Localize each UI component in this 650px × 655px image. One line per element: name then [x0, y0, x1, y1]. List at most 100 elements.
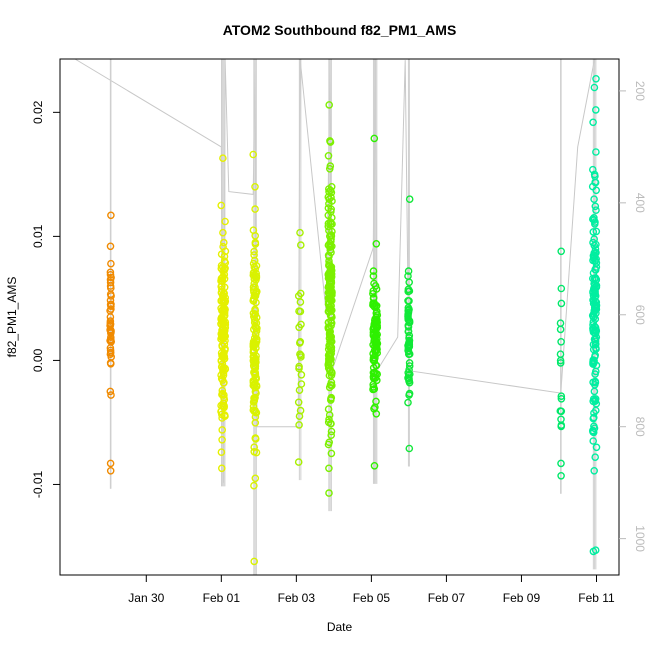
data-point: [250, 557, 258, 566]
data-point: [251, 370, 259, 378]
data-point: [324, 294, 333, 302]
data-point: [106, 326, 114, 334]
data-point: [107, 391, 115, 399]
data-point: [250, 311, 259, 319]
data-point: [251, 418, 260, 427]
data-point: [589, 437, 598, 445]
data-point: [557, 421, 566, 430]
data-point: [325, 101, 334, 109]
data-point: [106, 459, 115, 468]
data-point: [326, 242, 335, 251]
x-tick-label: Feb 09: [503, 591, 541, 605]
data-point: [250, 295, 258, 303]
data-point: [252, 335, 261, 344]
secondary-tick-label: 400: [633, 193, 647, 213]
data-point: [251, 358, 259, 366]
data-point: [296, 406, 305, 415]
data-point: [327, 449, 336, 458]
data-point: [295, 362, 303, 371]
data-point: [327, 302, 335, 310]
data-point: [251, 231, 259, 240]
data-point: [295, 307, 303, 316]
data-point: [324, 440, 333, 449]
data-point: [251, 265, 260, 273]
data-point: [404, 398, 412, 407]
data-point: [372, 361, 381, 370]
data-point: [372, 397, 380, 406]
secondary-tick-label: 600: [633, 305, 647, 325]
data-point: [592, 406, 600, 415]
data-point: [556, 356, 565, 365]
data-point: [557, 394, 566, 403]
data-point: [589, 228, 598, 236]
data-point: [369, 289, 377, 298]
data-point: [250, 443, 258, 452]
x-axis-label: Date: [327, 620, 353, 634]
data-point: [325, 232, 334, 241]
data-point: [370, 134, 379, 143]
data-point: [219, 228, 227, 237]
data-point: [217, 464, 226, 473]
data-point: [369, 267, 378, 275]
data-point: [369, 323, 378, 332]
data-point: [405, 365, 413, 374]
data-point: [217, 448, 226, 457]
data-point: [219, 267, 227, 275]
data-point: [106, 296, 115, 305]
data-point: [250, 247, 258, 256]
x-axis: Jan 30 Feb 01 Feb 03 Feb 05 Feb 07 Feb 09 Feb …: [128, 575, 615, 605]
data-point: [221, 217, 229, 226]
data-point: [326, 305, 334, 314]
data-point: [591, 256, 600, 265]
data-point: [590, 466, 599, 475]
y-tick-label: 0.02: [31, 100, 45, 124]
data-point: [249, 309, 258, 318]
data-point: [107, 305, 115, 313]
data-point: [326, 419, 335, 428]
data-point: [220, 270, 228, 279]
data-point: [371, 282, 380, 290]
data-point: [592, 443, 601, 452]
data-point: [251, 362, 260, 371]
data-point: [251, 434, 260, 443]
secondary-tick-label: 200: [633, 81, 647, 101]
data-point: [557, 247, 566, 256]
data-point: [405, 376, 414, 385]
data-point: [106, 346, 115, 355]
data-point: [590, 253, 599, 261]
data-point: [218, 291, 227, 300]
data-point: [251, 240, 260, 248]
data-point: [327, 394, 335, 403]
data-point: [218, 386, 227, 395]
data-point: [369, 272, 378, 280]
data-point: [326, 337, 334, 345]
data-point: [590, 358, 598, 367]
data-point: [592, 227, 601, 236]
data-point: [326, 367, 334, 375]
data-point: [297, 370, 306, 379]
x-tick-label: Feb 03: [278, 591, 316, 605]
data-point: [327, 431, 336, 440]
data-point: [592, 148, 600, 156]
data-point: [325, 355, 334, 363]
data-point: [295, 339, 304, 347]
data-point: [250, 377, 258, 386]
data-point: [250, 447, 258, 456]
data-point: [218, 435, 226, 444]
points-layer: [106, 75, 601, 566]
data-point: [107, 326, 115, 335]
data-point: [106, 278, 115, 287]
x-tick-label: Feb 07: [428, 591, 466, 605]
data-point: [370, 368, 379, 377]
data-point: [591, 287, 599, 295]
data-point: [220, 329, 229, 337]
data-point: [372, 307, 381, 316]
data-point: [405, 278, 414, 287]
data-point: [252, 327, 261, 335]
data-point: [557, 337, 565, 346]
data-point: [250, 339, 259, 348]
data-point: [591, 218, 599, 226]
data-point: [250, 481, 258, 490]
data-point: [252, 287, 261, 296]
data-point: [324, 193, 333, 201]
